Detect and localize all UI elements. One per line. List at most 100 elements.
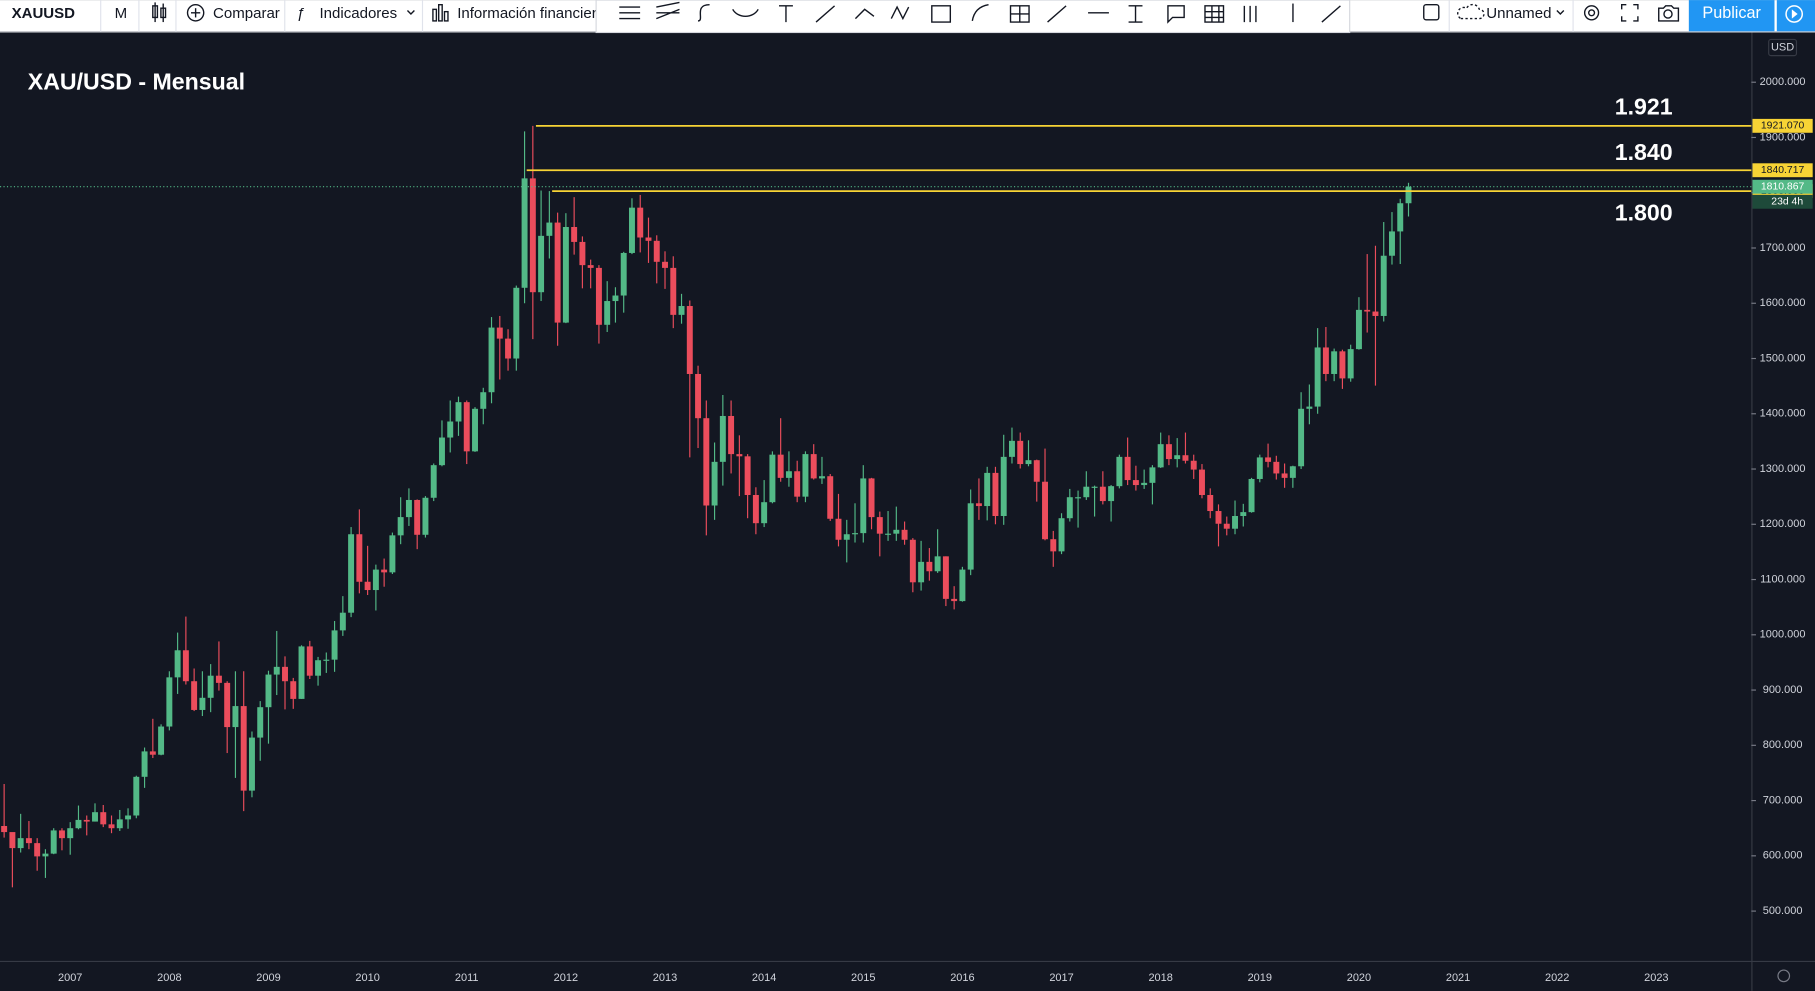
publish-button[interactable]: Publicar	[1702, 4, 1761, 22]
drawing-tool[interactable]	[656, 1, 680, 20]
drawing-tool[interactable]	[1167, 5, 1185, 24]
financials-button[interactable]: Información financiera	[457, 5, 606, 22]
layout-icon[interactable]	[1423, 4, 1440, 21]
candle-body	[860, 478, 867, 534]
candle-body	[628, 207, 635, 253]
interval[interactable]: M	[115, 5, 128, 22]
candle-body	[116, 819, 123, 829]
candle-body	[703, 418, 710, 506]
chevron[interactable]	[1556, 10, 1565, 15]
drawing-tool[interactable]	[931, 5, 952, 23]
symbol[interactable]: XAUUSD	[12, 5, 76, 22]
candle-body	[67, 828, 74, 839]
candle-body	[637, 207, 644, 238]
fullscreen-icon[interactable]	[1620, 4, 1639, 22]
candle-body	[662, 261, 668, 268]
top-toolbar: XAUUSD M Comparar ƒ Indicadores Informac…	[0, 0, 1815, 34]
indicators-icon[interactable]: ƒ	[296, 5, 304, 22]
cloud-icon[interactable]	[1457, 3, 1485, 20]
chart-style-icon[interactable]	[152, 2, 167, 23]
candle-body	[1009, 440, 1015, 457]
candle-body	[83, 819, 90, 822]
candle-body	[604, 301, 611, 325]
drawing-tool[interactable]	[971, 4, 989, 22]
drawing-tool[interactable]	[1321, 5, 1341, 23]
candle-body	[1331, 351, 1338, 374]
candle-body	[182, 650, 189, 682]
candle-body	[885, 533, 892, 535]
y-tick-label: 1700.000	[1760, 242, 1806, 254]
x-tick-label: 2008	[157, 972, 181, 984]
candle-body	[232, 706, 239, 728]
candle-body	[538, 235, 545, 293]
candle-body	[1339, 351, 1346, 379]
candle-body	[827, 476, 834, 519]
candle-body	[381, 569, 388, 573]
drawing-tool[interactable]	[732, 8, 759, 17]
candle-body	[356, 534, 363, 582]
candle-body	[496, 327, 503, 339]
candle-body	[1232, 515, 1238, 529]
candle-body	[686, 306, 693, 374]
y-tick-label: 1600.000	[1760, 297, 1806, 309]
candle-body	[785, 471, 792, 478]
candle-body	[141, 751, 148, 777]
candle-body	[909, 539, 916, 583]
candle-body	[273, 666, 280, 675]
candle-body	[1380, 255, 1387, 316]
candle-body	[455, 402, 462, 422]
y-tick-label: 500.000	[1763, 905, 1803, 917]
drawing-tool[interactable]	[854, 8, 875, 20]
layout-name[interactable]: Unnamed	[1486, 5, 1551, 22]
candle-body	[149, 751, 156, 755]
y-tick-label: 600.000	[1763, 850, 1803, 862]
drawing-tool[interactable]	[1243, 5, 1257, 23]
x-tick-label: 2007	[58, 972, 82, 984]
candle-body	[876, 517, 883, 534]
candle-body	[719, 415, 726, 462]
y-tick-label: 1000.000	[1760, 629, 1806, 641]
drawing-tool[interactable]	[1009, 5, 1030, 23]
drawing-tool[interactable]	[779, 5, 793, 23]
drawing-tool[interactable]	[890, 5, 910, 21]
candle-body	[595, 267, 602, 325]
candle-body	[1298, 408, 1305, 467]
settings-icon-center	[1588, 9, 1596, 17]
candle-body	[405, 499, 412, 518]
drawing-tool[interactable]	[815, 5, 836, 23]
candle-body	[835, 518, 842, 540]
x-tick-label: 2010	[355, 972, 379, 984]
x-tick-label: 2012	[554, 972, 578, 984]
drawing-tool[interactable]	[619, 6, 641, 20]
candle-body	[1355, 309, 1362, 350]
axis-settings-icon[interactable]	[1777, 969, 1791, 983]
candle-body	[521, 178, 528, 288]
candle-body	[1165, 444, 1172, 460]
candle-body	[1248, 478, 1255, 513]
chevron[interactable]	[406, 10, 415, 15]
candle-body	[488, 327, 495, 393]
financials-icon[interactable]	[432, 4, 449, 22]
publish-menu[interactable]	[1776, 0, 1815, 32]
countdown-badge	[1752, 194, 1813, 209]
candle-body	[918, 561, 925, 583]
candle-body	[1364, 309, 1371, 312]
compare-button[interactable]: Comparar	[213, 5, 280, 22]
drawing-tool[interactable]	[1128, 5, 1143, 23]
settings-icon[interactable]	[1583, 5, 1600, 21]
candle-body	[1265, 457, 1272, 462]
snapshot-icon[interactable]	[1658, 5, 1680, 22]
level-price-label: 1921.070	[1761, 121, 1805, 132]
compare-icon[interactable]	[186, 4, 205, 22]
indicators-button[interactable]: Indicadores	[319, 5, 397, 22]
publish-button-bg[interactable]	[1688, 0, 1775, 32]
candle-body	[794, 471, 801, 497]
candle-body	[372, 569, 379, 591]
drawing-tool[interactable]	[1047, 5, 1067, 23]
drawing-tool[interactable]	[697, 4, 710, 22]
y-tick-label: 1400.000	[1760, 408, 1806, 420]
candle-body	[1347, 349, 1354, 379]
drawing-tool[interactable]	[1204, 5, 1225, 23]
candle-body	[447, 421, 454, 438]
